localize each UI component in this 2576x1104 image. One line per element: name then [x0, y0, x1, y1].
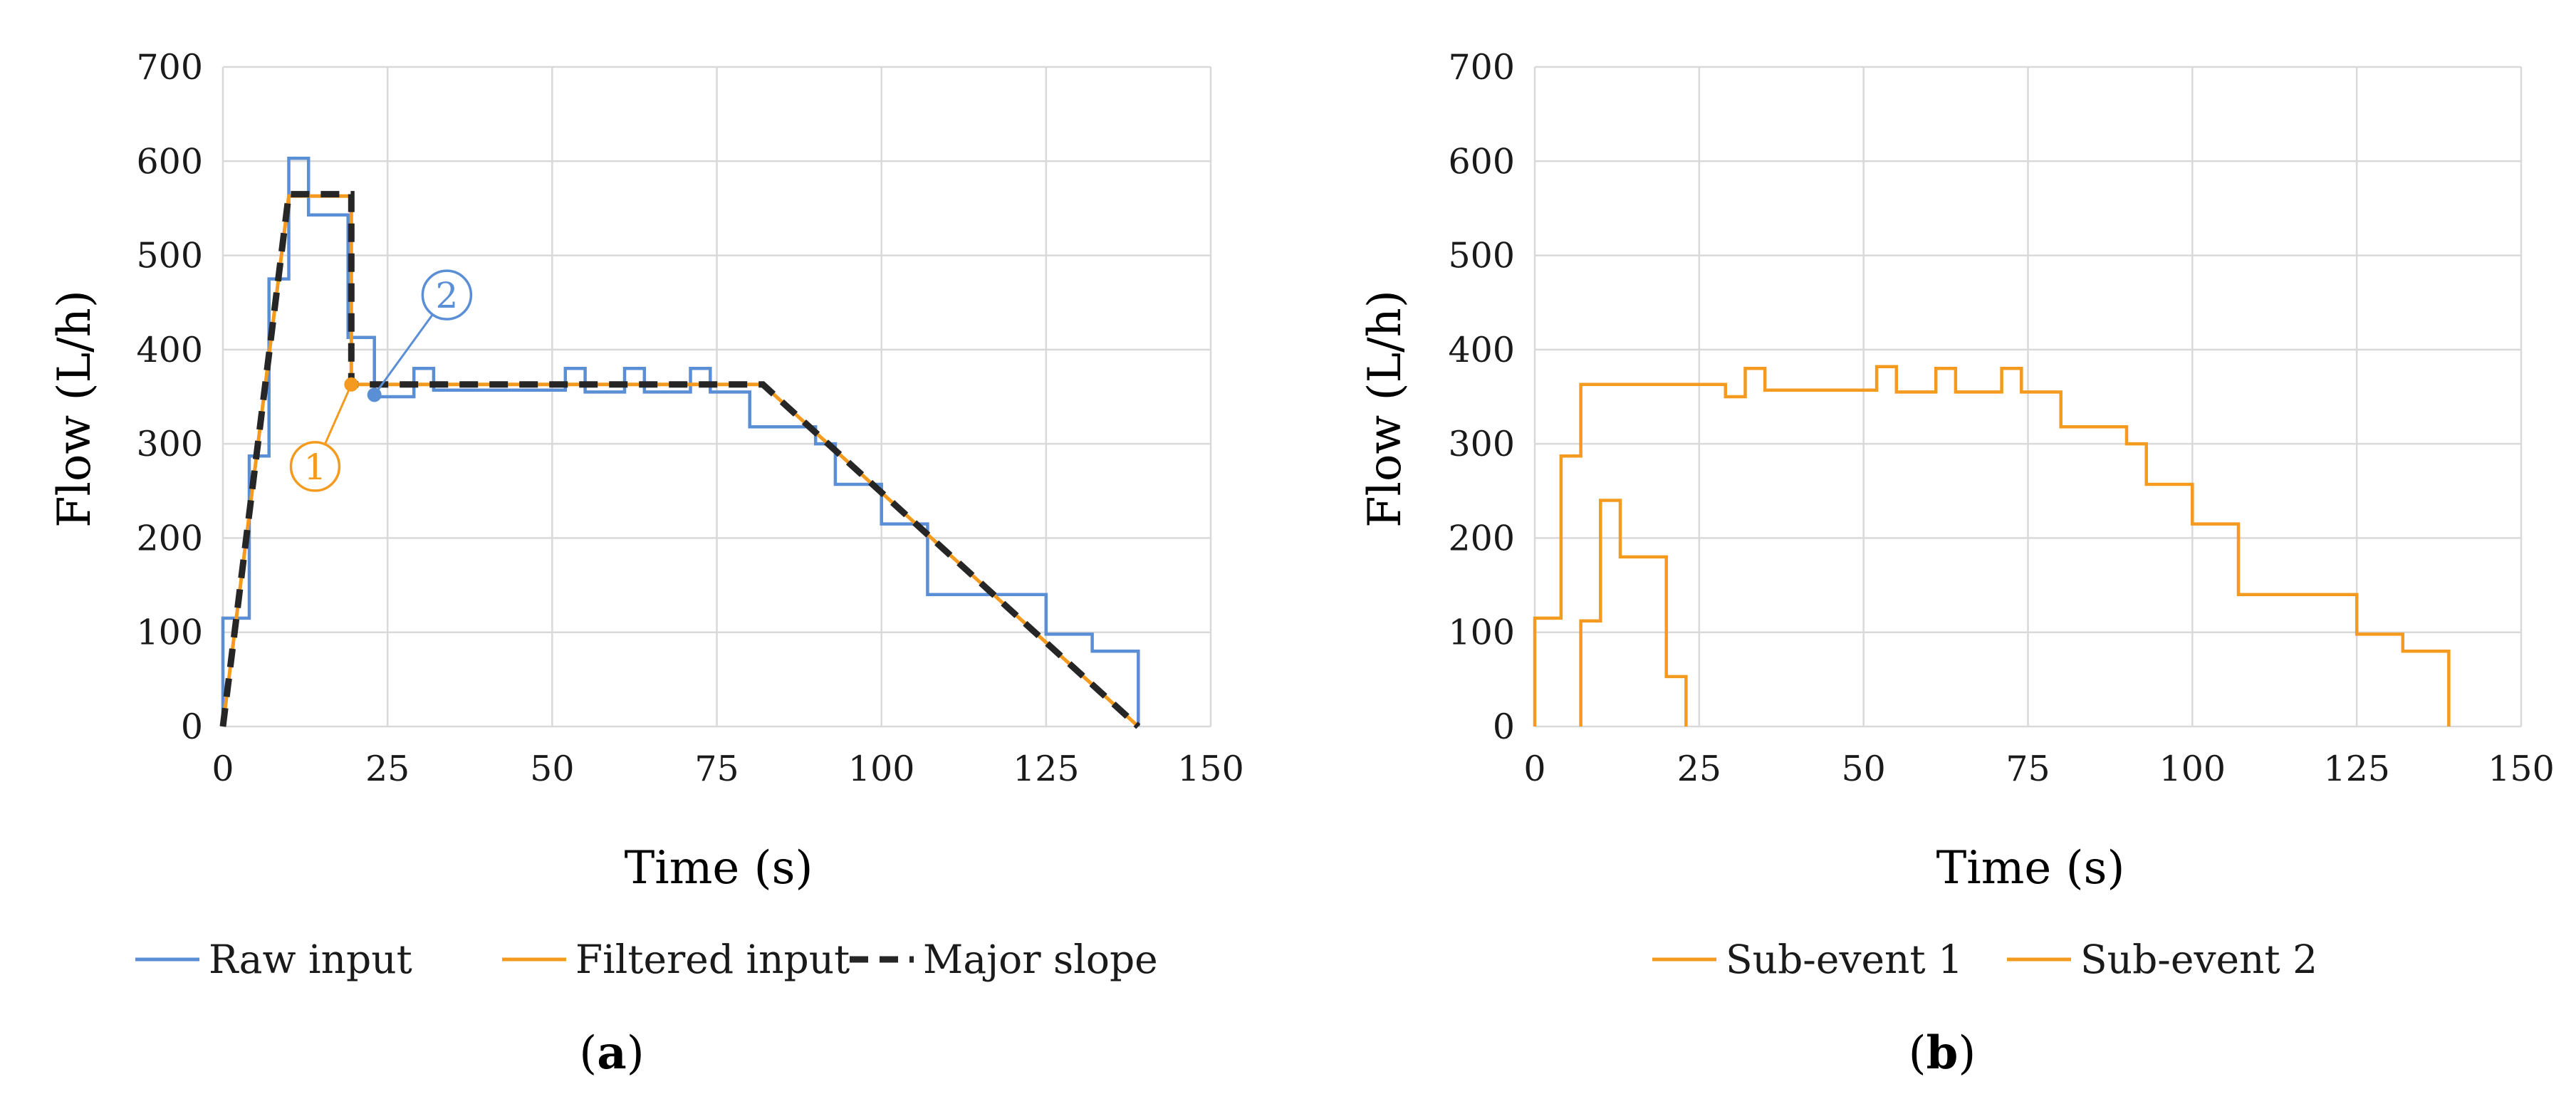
x-tick-label-a: 150 — [1177, 749, 1244, 789]
legend-b: Sub-event 1 Sub-event 2 — [1652, 937, 2317, 982]
y-tick-label-b: 300 — [1448, 424, 1515, 464]
x-tick-label-a: 100 — [848, 749, 915, 789]
x-tick-label-b: 75 — [2006, 749, 2050, 789]
x-tick-label-a: 75 — [694, 749, 739, 789]
y-tick-label-b: 600 — [1448, 141, 1515, 182]
series-filtered-input-line — [221, 194, 1140, 728]
panel-label-a: (a) — [579, 1026, 644, 1080]
legend-label-sub-event-1: Sub-event 1 — [1726, 937, 1963, 982]
annotation-label-2: 2 — [435, 275, 458, 316]
x-tick-label-a: 25 — [365, 749, 410, 789]
series-major-slope-line — [219, 191, 1141, 729]
x-tick-label-a: 0 — [212, 749, 234, 789]
y-tick-label-b: 100 — [1448, 613, 1515, 653]
annotation-circle-1 — [289, 441, 341, 492]
y-tick-label-a: 100 — [136, 613, 203, 653]
annotation-leader-2 — [373, 313, 434, 396]
panel-b: 0 100 200 300 400 500 600 700 0 25 50 75 100 125 150 T… — [1359, 47, 2555, 1080]
legend-a: Raw input Filtered input Major slope — [135, 937, 1158, 982]
y-tick-label-a: 200 — [136, 518, 203, 558]
y-tick-label-b: 0 — [1493, 707, 1515, 747]
x-axis-title-b: Time (s) — [1936, 842, 2125, 895]
y-tick-label-a: 0 — [181, 707, 203, 747]
legend-label-sub-event-2: Sub-event 2 — [2080, 937, 2317, 982]
x-tick-label-b: 50 — [1841, 749, 1885, 789]
annotation-marker-1 — [344, 377, 359, 392]
y-tick-label-a: 500 — [136, 236, 203, 276]
y-tick-label-a: 600 — [136, 141, 203, 182]
x-tick-label-b: 150 — [2488, 749, 2555, 789]
annotation-marker-2 — [367, 387, 382, 402]
x-tick-label-b: 125 — [2323, 749, 2390, 789]
y-axis-title-a: Flow (L/h) — [48, 290, 101, 528]
annotation-leader-1 — [323, 384, 353, 445]
x-tick-label-b: 25 — [1677, 749, 1721, 789]
y-tick-label-b: 500 — [1448, 236, 1515, 276]
legend-label-raw-input: Raw input — [209, 937, 412, 982]
x-tick-label-a: 50 — [530, 749, 574, 789]
panel-label-b: (b) — [1909, 1026, 1976, 1080]
annotation-circle-2 — [421, 269, 473, 321]
y-axis-title-b: Flow (L/h) — [1359, 290, 1412, 528]
series-sub-event-2-line — [1579, 499, 1688, 727]
panel-a: 1 2 0 100 200 300 400 500 600 700 0 25 50 75 100 125 15… — [48, 47, 1244, 1080]
legend-label-filtered-input: Filtered input — [575, 937, 850, 982]
legend-label-major-slope: Major slope — [923, 937, 1158, 982]
x-tick-label-b: 0 — [1523, 749, 1545, 789]
y-tick-label-b: 200 — [1448, 518, 1515, 558]
x-axis-title-a: Time (s) — [625, 842, 813, 895]
y-tick-label-a: 400 — [136, 330, 203, 370]
x-tick-label-b: 100 — [2159, 749, 2226, 789]
x-tick-label-a: 125 — [1013, 749, 1080, 789]
series-raw-input-line — [221, 157, 1140, 727]
y-tick-label-b: 400 — [1448, 330, 1515, 370]
annotation-label-1: 1 — [304, 447, 327, 488]
y-tick-label-a: 300 — [136, 424, 203, 464]
y-tick-label-b: 700 — [1448, 47, 1515, 88]
y-tick-label-a: 700 — [136, 47, 203, 88]
series-sub-event-1-line — [1533, 365, 2451, 727]
